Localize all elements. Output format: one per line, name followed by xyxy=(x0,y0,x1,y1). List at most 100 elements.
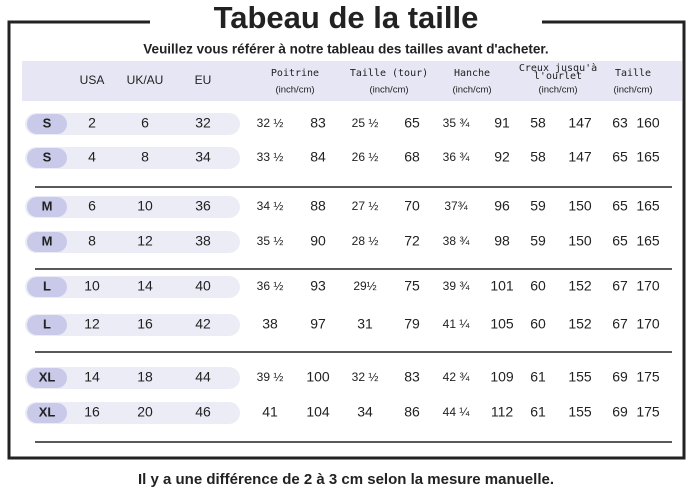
size-pill xyxy=(27,368,67,388)
size-label: S xyxy=(43,149,52,164)
cell: 83 xyxy=(404,369,420,385)
cell: 35 ½ xyxy=(257,234,284,248)
cell: 42 xyxy=(195,316,211,332)
measure-unit: (inch/cm) xyxy=(369,85,408,96)
cell: 35 ¾ xyxy=(443,116,471,130)
size-pill xyxy=(27,197,67,217)
cell: 86 xyxy=(404,404,420,420)
title: Tabeau de la taille xyxy=(214,0,479,35)
cell: 65 xyxy=(612,233,628,249)
cell: 12 xyxy=(84,316,100,332)
cell: 16 xyxy=(137,316,153,332)
measure-header: Taille (tour) xyxy=(350,68,428,79)
cell: 59 xyxy=(530,198,546,214)
measure-header: Poitrine xyxy=(271,68,319,79)
cell: 8 xyxy=(141,149,149,165)
cell: 60 xyxy=(530,278,546,294)
row-band xyxy=(25,196,240,218)
cell: 67 xyxy=(612,278,628,294)
cell: 92 xyxy=(494,149,510,165)
cell: 88 xyxy=(310,198,326,214)
cell: 32 ½ xyxy=(257,116,284,130)
footer-note: Il y a une différence de 2 à 3 cm selon … xyxy=(138,471,554,488)
cell: 36 ¾ xyxy=(443,150,471,164)
cell: 34 xyxy=(195,149,211,165)
cell: 65 xyxy=(612,149,628,165)
cell: 12 xyxy=(137,233,153,249)
size-label: L xyxy=(43,316,51,331)
cell: 97 xyxy=(310,316,326,332)
cell: 6 xyxy=(141,115,149,131)
measure-unit: (inch/cm) xyxy=(538,85,577,96)
cell: 100 xyxy=(306,369,330,385)
cell: 170 xyxy=(636,278,660,294)
cell: 150 xyxy=(568,198,592,214)
cell: 65 xyxy=(612,198,628,214)
cell: 14 xyxy=(84,369,100,385)
cell: 175 xyxy=(636,369,660,385)
cell: 41 xyxy=(262,404,278,420)
cell: 59 xyxy=(530,233,546,249)
cell: 8 xyxy=(88,233,96,249)
size-pill xyxy=(27,403,67,423)
cell: 109 xyxy=(490,369,514,385)
cell: 10 xyxy=(137,198,153,214)
cell: 75 xyxy=(404,278,420,294)
measure-header: Creux jusqu'à xyxy=(519,62,597,74)
cell: 6 xyxy=(88,198,96,214)
cell: 61 xyxy=(530,369,546,385)
row-band xyxy=(25,367,240,389)
cell: 165 xyxy=(636,198,660,214)
cell: 38 xyxy=(262,316,278,332)
cell: 34 ½ xyxy=(257,199,284,213)
header-band xyxy=(22,61,682,101)
cell: 38 ¾ xyxy=(443,234,471,248)
column-header: UK/AU xyxy=(127,73,164,87)
cell: 69 xyxy=(612,404,628,420)
column-header: EU xyxy=(195,73,212,87)
cell: 147 xyxy=(568,115,592,131)
cell: 147 xyxy=(568,149,592,165)
cell: 32 ½ xyxy=(352,370,379,384)
measure-unit: (inch/cm) xyxy=(275,85,314,96)
size-pill xyxy=(27,148,67,168)
size-label: M xyxy=(42,233,53,248)
cell: 84 xyxy=(310,149,326,165)
cell: 90 xyxy=(310,233,326,249)
column-header: USA xyxy=(80,73,105,87)
row-band xyxy=(25,314,240,336)
cell: 37¾ xyxy=(444,199,468,213)
measure-unit: (inch/cm) xyxy=(452,85,491,96)
row-band xyxy=(25,276,240,298)
cell: 25 ½ xyxy=(352,116,379,130)
cell: 28 ½ xyxy=(352,234,379,248)
cell: 39 ½ xyxy=(257,370,284,384)
cell: 104 xyxy=(306,404,330,420)
size-label: M xyxy=(42,198,53,213)
cell: 58 xyxy=(530,149,546,165)
cell: 170 xyxy=(636,316,660,332)
title-backdrop xyxy=(150,2,542,38)
cell: 36 xyxy=(195,198,211,214)
cell: 44 ¼ xyxy=(443,405,471,419)
size-label: XL xyxy=(39,404,56,419)
cell: 16 xyxy=(84,404,100,420)
measure-header: l'ourlet xyxy=(534,71,582,82)
cell: 41 ¼ xyxy=(443,317,471,331)
measure-header: Hanche xyxy=(454,68,490,79)
cell: 68 xyxy=(404,149,420,165)
row-band xyxy=(25,147,240,169)
cell: 165 xyxy=(636,233,660,249)
size-pill xyxy=(27,277,67,297)
cell: 2 xyxy=(88,115,96,131)
cell: 58 xyxy=(530,115,546,131)
cell: 152 xyxy=(568,278,592,294)
cell: 112 xyxy=(491,404,514,420)
cell: 72 xyxy=(404,233,420,249)
row-band xyxy=(25,231,240,253)
cell: 165 xyxy=(636,149,660,165)
cell: 96 xyxy=(494,198,510,214)
size-label: L xyxy=(43,278,51,293)
cell: 79 xyxy=(404,316,420,332)
cell: 70 xyxy=(404,198,420,214)
